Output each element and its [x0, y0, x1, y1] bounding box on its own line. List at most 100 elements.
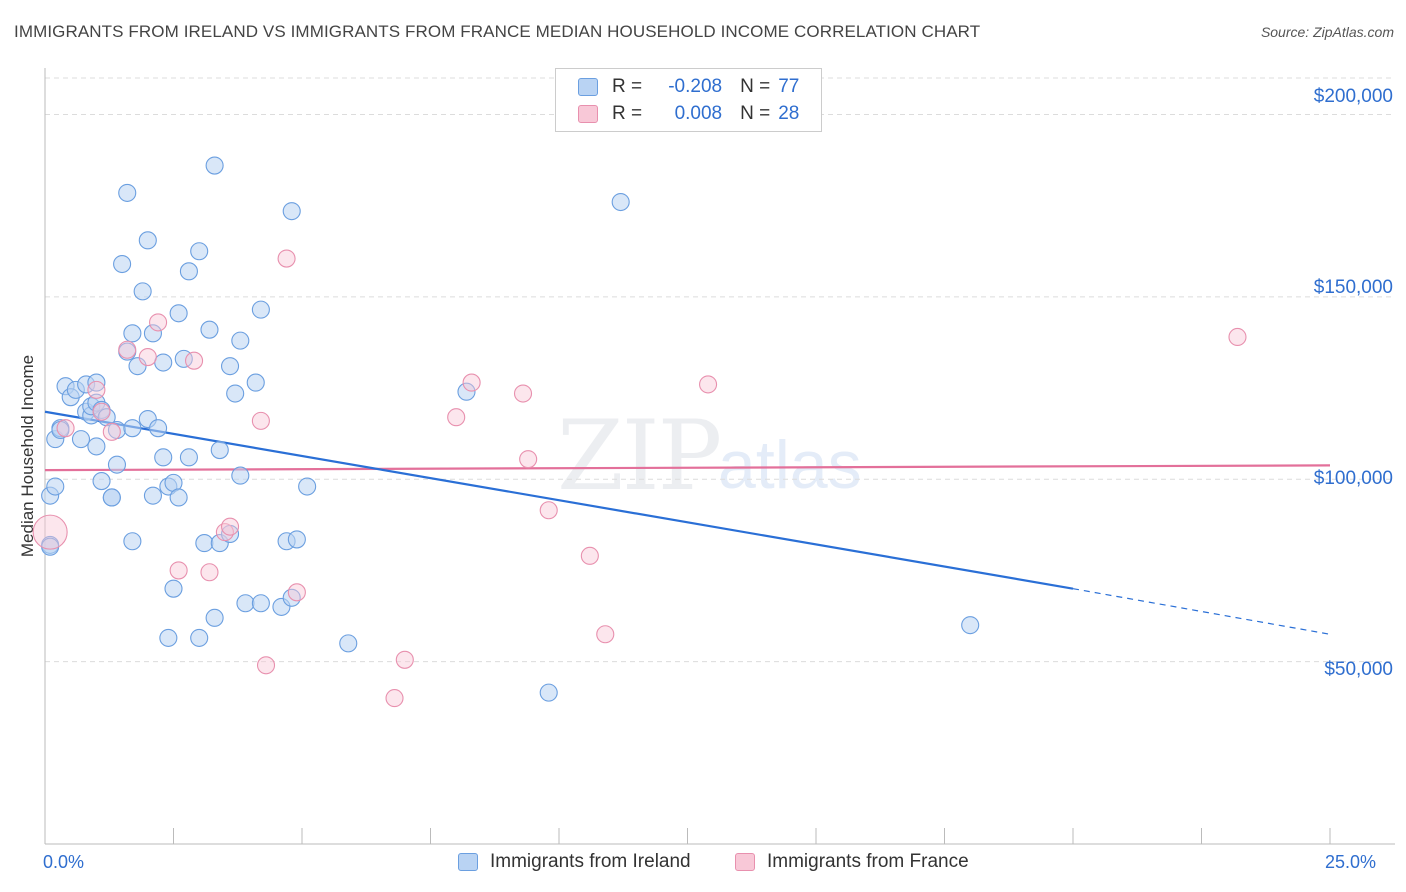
data-point-ireland — [46, 477, 65, 496]
data-point-france — [519, 450, 538, 469]
x-tick-label-start: 0.0% — [43, 852, 85, 872]
data-point-ireland — [143, 324, 162, 343]
r-label: R = — [612, 76, 643, 97]
stats-legend: R = -0.208 N = 77 R = 0.008 N = 28 — [555, 68, 822, 132]
legend-item-ireland[interactable]: Immigrants from Ireland — [458, 851, 691, 873]
data-point-ireland — [457, 382, 476, 401]
data-point-ireland — [287, 530, 306, 549]
data-point-ireland — [200, 320, 219, 339]
data-point-ireland — [282, 588, 301, 607]
data-point-ireland — [118, 183, 137, 202]
y-tick-label: $200,000 — [1313, 86, 1393, 107]
data-point-ireland — [179, 262, 198, 281]
data-point-france — [87, 380, 106, 399]
data-point-ireland — [220, 357, 240, 376]
data-point-france — [385, 689, 404, 708]
data-point-ireland — [133, 282, 152, 301]
data-point-ireland — [123, 419, 142, 438]
n-label: N = — [740, 103, 771, 124]
data-point-ireland — [138, 231, 157, 250]
data-point-france — [220, 517, 240, 536]
n-value: 77 — [778, 76, 800, 97]
data-point-france — [118, 340, 137, 359]
legend-item-france[interactable]: Immigrants from France — [735, 851, 969, 873]
data-point-ireland — [231, 331, 250, 350]
data-point-ireland — [128, 357, 147, 376]
data-point-france — [56, 419, 75, 438]
data-point-france — [580, 546, 599, 565]
data-point-ireland — [87, 437, 106, 456]
data-point-ireland — [107, 455, 127, 474]
data-point-ireland — [195, 534, 214, 553]
r-value: -0.208 — [668, 76, 723, 97]
data-point-ireland — [339, 634, 358, 653]
ireland-swatch — [458, 853, 478, 871]
data-point-ireland — [102, 488, 121, 507]
trend-line-france — [44, 464, 1331, 472]
data-point-france — [277, 249, 296, 268]
n-value: 28 — [778, 103, 800, 124]
data-points — [32, 156, 1247, 708]
data-point-ireland — [179, 448, 198, 467]
x-tick-label-end: 25.0% — [1325, 852, 1377, 872]
data-point-ireland — [123, 324, 142, 343]
data-point-ireland — [149, 419, 168, 438]
legend-label-ireland: Immigrants from Ireland — [490, 851, 691, 872]
data-point-ireland — [92, 472, 111, 491]
data-point-france — [138, 347, 157, 367]
chart-title: IMMIGRANTS FROM IRELAND VS IMMIGRANTS FR… — [14, 22, 981, 41]
y-tick-label: $100,000 — [1313, 468, 1393, 489]
data-point-ireland — [164, 579, 183, 598]
data-point-france — [200, 563, 219, 582]
data-point-ireland — [190, 242, 209, 261]
data-point-france — [256, 656, 276, 675]
source-credit: Source: ZipAtlas.com — [1260, 24, 1394, 40]
n-label: N = — [740, 76, 771, 97]
data-point-ireland — [190, 628, 209, 647]
france-swatch — [578, 105, 598, 123]
data-point-ireland — [210, 441, 229, 460]
data-point-ireland — [154, 448, 173, 467]
trend-line-ireland — [44, 410, 1074, 590]
ireland-swatch — [578, 78, 598, 96]
data-point-ireland — [251, 594, 270, 613]
grid-lines — [45, 77, 1395, 663]
data-point-france — [251, 411, 270, 430]
data-point-ireland — [226, 384, 245, 403]
y-tick-label: $50,000 — [1324, 659, 1393, 680]
data-point-france — [539, 501, 558, 520]
watermark-zip: ZIP — [557, 400, 722, 512]
data-point-france — [149, 313, 168, 332]
data-point-ireland — [154, 353, 173, 372]
r-value: 0.008 — [674, 103, 723, 124]
data-point-ireland — [611, 192, 630, 212]
data-point-ireland — [282, 202, 301, 221]
data-point-ireland — [87, 373, 106, 392]
data-point-france — [215, 523, 234, 542]
data-point-france — [185, 351, 204, 370]
data-point-ireland — [246, 373, 265, 392]
data-point-ireland — [205, 156, 224, 175]
trend-lines — [44, 410, 1331, 635]
legend-row-france: R = 0.008 N = 28 — [578, 101, 799, 127]
data-point-ireland — [159, 628, 178, 647]
data-point-france — [102, 422, 121, 441]
data-point-france — [395, 650, 414, 669]
data-point-france — [447, 408, 466, 427]
data-point-ireland — [169, 304, 188, 323]
legend-label-france: Immigrants from France — [767, 851, 969, 872]
data-point-france — [699, 375, 718, 394]
data-point-ireland — [961, 616, 980, 635]
legend-row-ireland: R = -0.208 N = 77 — [578, 74, 799, 100]
data-point-ireland — [231, 466, 250, 485]
france-swatch — [735, 853, 755, 871]
data-point-france — [169, 561, 188, 580]
axes — [44, 68, 1395, 845]
data-point-ireland — [205, 608, 224, 627]
trend-line-ireland-extrapolated — [1072, 588, 1331, 635]
data-point-ireland — [251, 300, 270, 319]
watermark-atlas: atlas — [718, 427, 862, 503]
data-point-france — [596, 625, 615, 644]
r-label: R = — [612, 103, 643, 124]
